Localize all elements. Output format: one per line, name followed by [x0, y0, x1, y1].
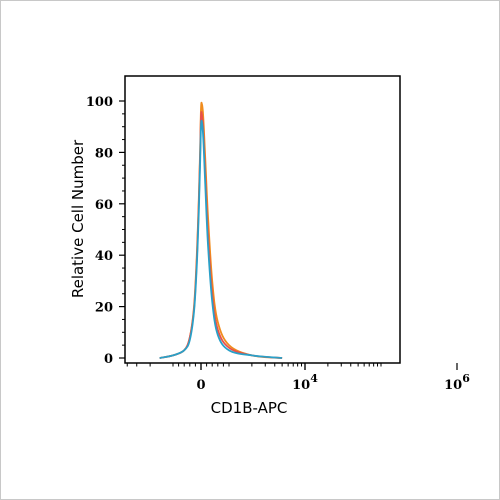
y-tick-label: 40	[95, 249, 113, 264]
series-line-2	[159, 111, 283, 359]
x-tick-label: 104	[292, 372, 318, 393]
y-axis: 0 20 40 60 80 100	[86, 95, 125, 367]
y-axis-title: Relative Cell Number	[69, 139, 87, 298]
x-tick-label: 106	[444, 372, 470, 393]
x-tick-label: 0	[196, 378, 205, 393]
y-tick-label: 0	[104, 352, 113, 367]
x-axis: 0 104 106	[126, 363, 470, 393]
series-line-3	[159, 119, 283, 359]
x-tick-exponent: 4	[310, 372, 318, 385]
x-axis-title: CD1B-APC	[211, 399, 288, 417]
series-line-1	[159, 101, 283, 359]
y-tick-label: 100	[86, 95, 113, 110]
plot-area	[124, 75, 401, 364]
y-tick-label: 60	[95, 198, 113, 213]
x-tick-exponent: 6	[462, 372, 470, 385]
y-tick-label: 20	[95, 301, 113, 316]
y-tick-label: 80	[95, 146, 113, 161]
series-layer	[159, 101, 283, 359]
